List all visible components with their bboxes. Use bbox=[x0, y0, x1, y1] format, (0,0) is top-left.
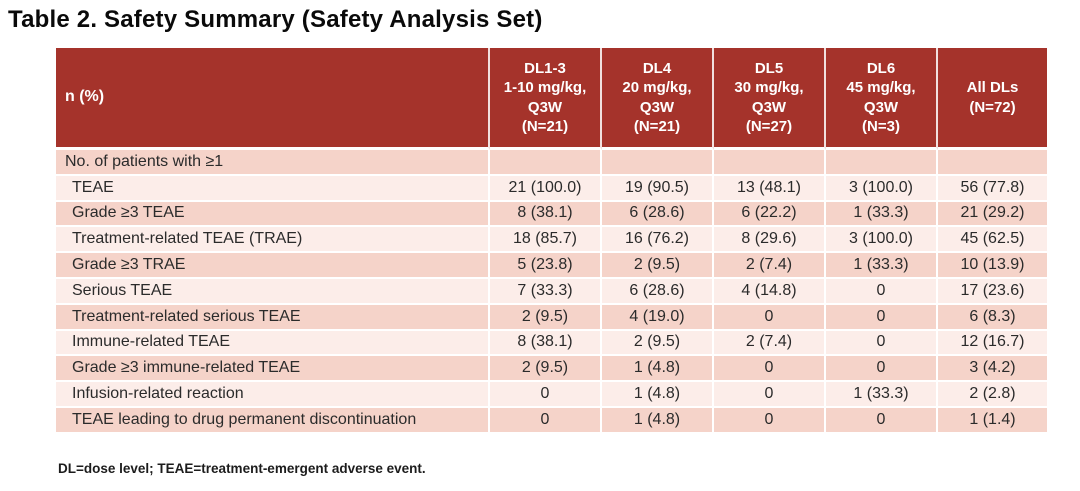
row-label-cell: Grade ≥3 immune-related TEAE bbox=[56, 356, 490, 383]
value-cell: 1 (1.4) bbox=[938, 407, 1047, 434]
table-row: Grade ≥3 immune-related TEAE 2 (9.5) 1 (4.… bbox=[56, 356, 1047, 383]
value-cell: 13 (48.1) bbox=[714, 175, 826, 202]
value-cell: 8 (38.1) bbox=[490, 330, 602, 357]
value-cell: 7 (33.3) bbox=[490, 278, 602, 305]
value-cell: 17 (23.6) bbox=[938, 278, 1047, 305]
value-cell: 6 (28.6) bbox=[602, 278, 714, 305]
row-label-cell: Grade ≥3 TEAE bbox=[56, 201, 490, 228]
value-cell: 0 bbox=[714, 407, 826, 434]
value-cell: 4 (19.0) bbox=[602, 304, 714, 331]
value-cell: 2 (7.4) bbox=[714, 330, 826, 357]
row-label-cell: Serious TEAE bbox=[56, 278, 490, 305]
value-cell: 21 (100.0) bbox=[490, 175, 602, 202]
value-cell: 0 bbox=[826, 356, 938, 383]
table-footnote: DL=dose level; TEAE=treatment-emergent a… bbox=[58, 461, 426, 476]
value-cell: 0 bbox=[490, 382, 602, 408]
value-cell: 12 (16.7) bbox=[938, 330, 1047, 357]
table-body: No. of patients with ≥1 TEAE 21 (100.0) 19 … bbox=[56, 150, 1047, 434]
value-cell: 2 (7.4) bbox=[714, 253, 826, 279]
table-row: TEAE leading to drug permanent discontin… bbox=[56, 407, 1047, 434]
value-cell: 0 bbox=[826, 304, 938, 331]
column-header-3: DL5 30 mg/kg, Q3W (N=27) bbox=[714, 48, 826, 150]
row-label-cell: TEAE bbox=[56, 175, 490, 202]
column-header-1: DL1-3 1-10 mg/kg, Q3W (N=21) bbox=[490, 48, 602, 150]
row-label-cell: Treatment-related serious TEAE bbox=[56, 304, 490, 331]
value-cell bbox=[938, 150, 1047, 176]
value-cell: 6 (28.6) bbox=[602, 201, 714, 228]
table-row: Grade ≥3 TRAE 5 (23.8) 2 (9.5) 2 (7.4) 1 (33… bbox=[56, 253, 1047, 279]
value-cell: 3 (100.0) bbox=[826, 227, 938, 254]
value-cell: 1 (4.8) bbox=[602, 356, 714, 383]
value-cell: 2 (2.8) bbox=[938, 382, 1047, 408]
value-cell: 45 (62.5) bbox=[938, 227, 1047, 254]
table-row: TEAE 21 (100.0) 19 (90.5) 13 (48.1) 3 (100.0… bbox=[56, 175, 1047, 202]
value-cell: 19 (90.5) bbox=[602, 175, 714, 202]
value-cell: 8 (29.6) bbox=[714, 227, 826, 254]
value-cell: 1 (33.3) bbox=[826, 253, 938, 279]
value-cell: 2 (9.5) bbox=[602, 330, 714, 357]
value-cell: 0 bbox=[826, 330, 938, 357]
value-cell bbox=[826, 150, 938, 176]
value-cell: 6 (22.2) bbox=[714, 201, 826, 228]
table-row: Treatment-related TEAE (TRAE) 18 (85.7) 16… bbox=[56, 227, 1047, 254]
value-cell: 0 bbox=[826, 278, 938, 305]
value-cell: 5 (23.8) bbox=[490, 253, 602, 279]
value-cell: 1 (4.8) bbox=[602, 382, 714, 408]
value-cell: 2 (9.5) bbox=[490, 304, 602, 331]
row-label-cell: Infusion-related reaction bbox=[56, 382, 490, 408]
value-cell: 4 (14.8) bbox=[714, 278, 826, 305]
table-row: Treatment-related serious TEAE 2 (9.5) 4 (… bbox=[56, 304, 1047, 331]
table-row: Infusion-related reaction 0 1 (4.8) 0 1 (33.… bbox=[56, 382, 1047, 408]
value-cell: 10 (13.9) bbox=[938, 253, 1047, 279]
value-cell: 3 (4.2) bbox=[938, 356, 1047, 383]
value-cell: 16 (76.2) bbox=[602, 227, 714, 254]
table-header-row: n (%) DL1-3 1-10 mg/kg, Q3W (N=21) DL4 20… bbox=[56, 48, 1047, 150]
row-label-cell: TEAE leading to drug permanent discontin… bbox=[56, 407, 490, 434]
value-cell: 1 (33.3) bbox=[826, 382, 938, 408]
value-cell: 2 (9.5) bbox=[490, 356, 602, 383]
row-label-cell: No. of patients with ≥1 bbox=[56, 150, 490, 176]
value-cell: 21 (29.2) bbox=[938, 201, 1047, 228]
table-row: Immune-related TEAE 8 (38.1) 2 (9.5) 2 (7.4… bbox=[56, 330, 1047, 357]
column-header-4: DL6 45 mg/kg, Q3W (N=3) bbox=[826, 48, 938, 150]
value-cell bbox=[714, 150, 826, 176]
column-header-n-percent: n (%) bbox=[56, 48, 490, 150]
safety-summary-table: n (%) DL1-3 1-10 mg/kg, Q3W (N=21) DL4 20… bbox=[56, 48, 1047, 434]
value-cell: 56 (77.8) bbox=[938, 175, 1047, 202]
row-label-cell: Immune-related TEAE bbox=[56, 330, 490, 357]
column-header-2: DL4 20 mg/kg, Q3W (N=21) bbox=[602, 48, 714, 150]
value-cell bbox=[602, 150, 714, 176]
value-cell: 0 bbox=[714, 382, 826, 408]
value-cell: 2 (9.5) bbox=[602, 253, 714, 279]
column-header-5: All DLs (N=72) bbox=[938, 48, 1047, 150]
table-row: Grade ≥3 TEAE 8 (38.1) 6 (28.6) 6 (22.2) 1 (… bbox=[56, 201, 1047, 228]
value-cell: 6 (8.3) bbox=[938, 304, 1047, 331]
value-cell: 0 bbox=[490, 407, 602, 434]
value-cell: 0 bbox=[714, 304, 826, 331]
value-cell: 0 bbox=[714, 356, 826, 383]
row-label-cell: Grade ≥3 TRAE bbox=[56, 253, 490, 279]
value-cell bbox=[490, 150, 602, 176]
value-cell: 0 bbox=[826, 407, 938, 434]
value-cell: 1 (33.3) bbox=[826, 201, 938, 228]
value-cell: 3 (100.0) bbox=[826, 175, 938, 202]
table-row: No. of patients with ≥1 bbox=[56, 150, 1047, 176]
value-cell: 8 (38.1) bbox=[490, 201, 602, 228]
value-cell: 1 (4.8) bbox=[602, 407, 714, 434]
value-cell: 18 (85.7) bbox=[490, 227, 602, 254]
row-label-cell: Treatment-related TEAE (TRAE) bbox=[56, 227, 490, 254]
table-row: Serious TEAE 7 (33.3) 6 (28.6) 4 (14.8) 0 17 … bbox=[56, 278, 1047, 305]
table-title: Table 2. Safety Summary (Safety Analysis… bbox=[8, 6, 543, 33]
